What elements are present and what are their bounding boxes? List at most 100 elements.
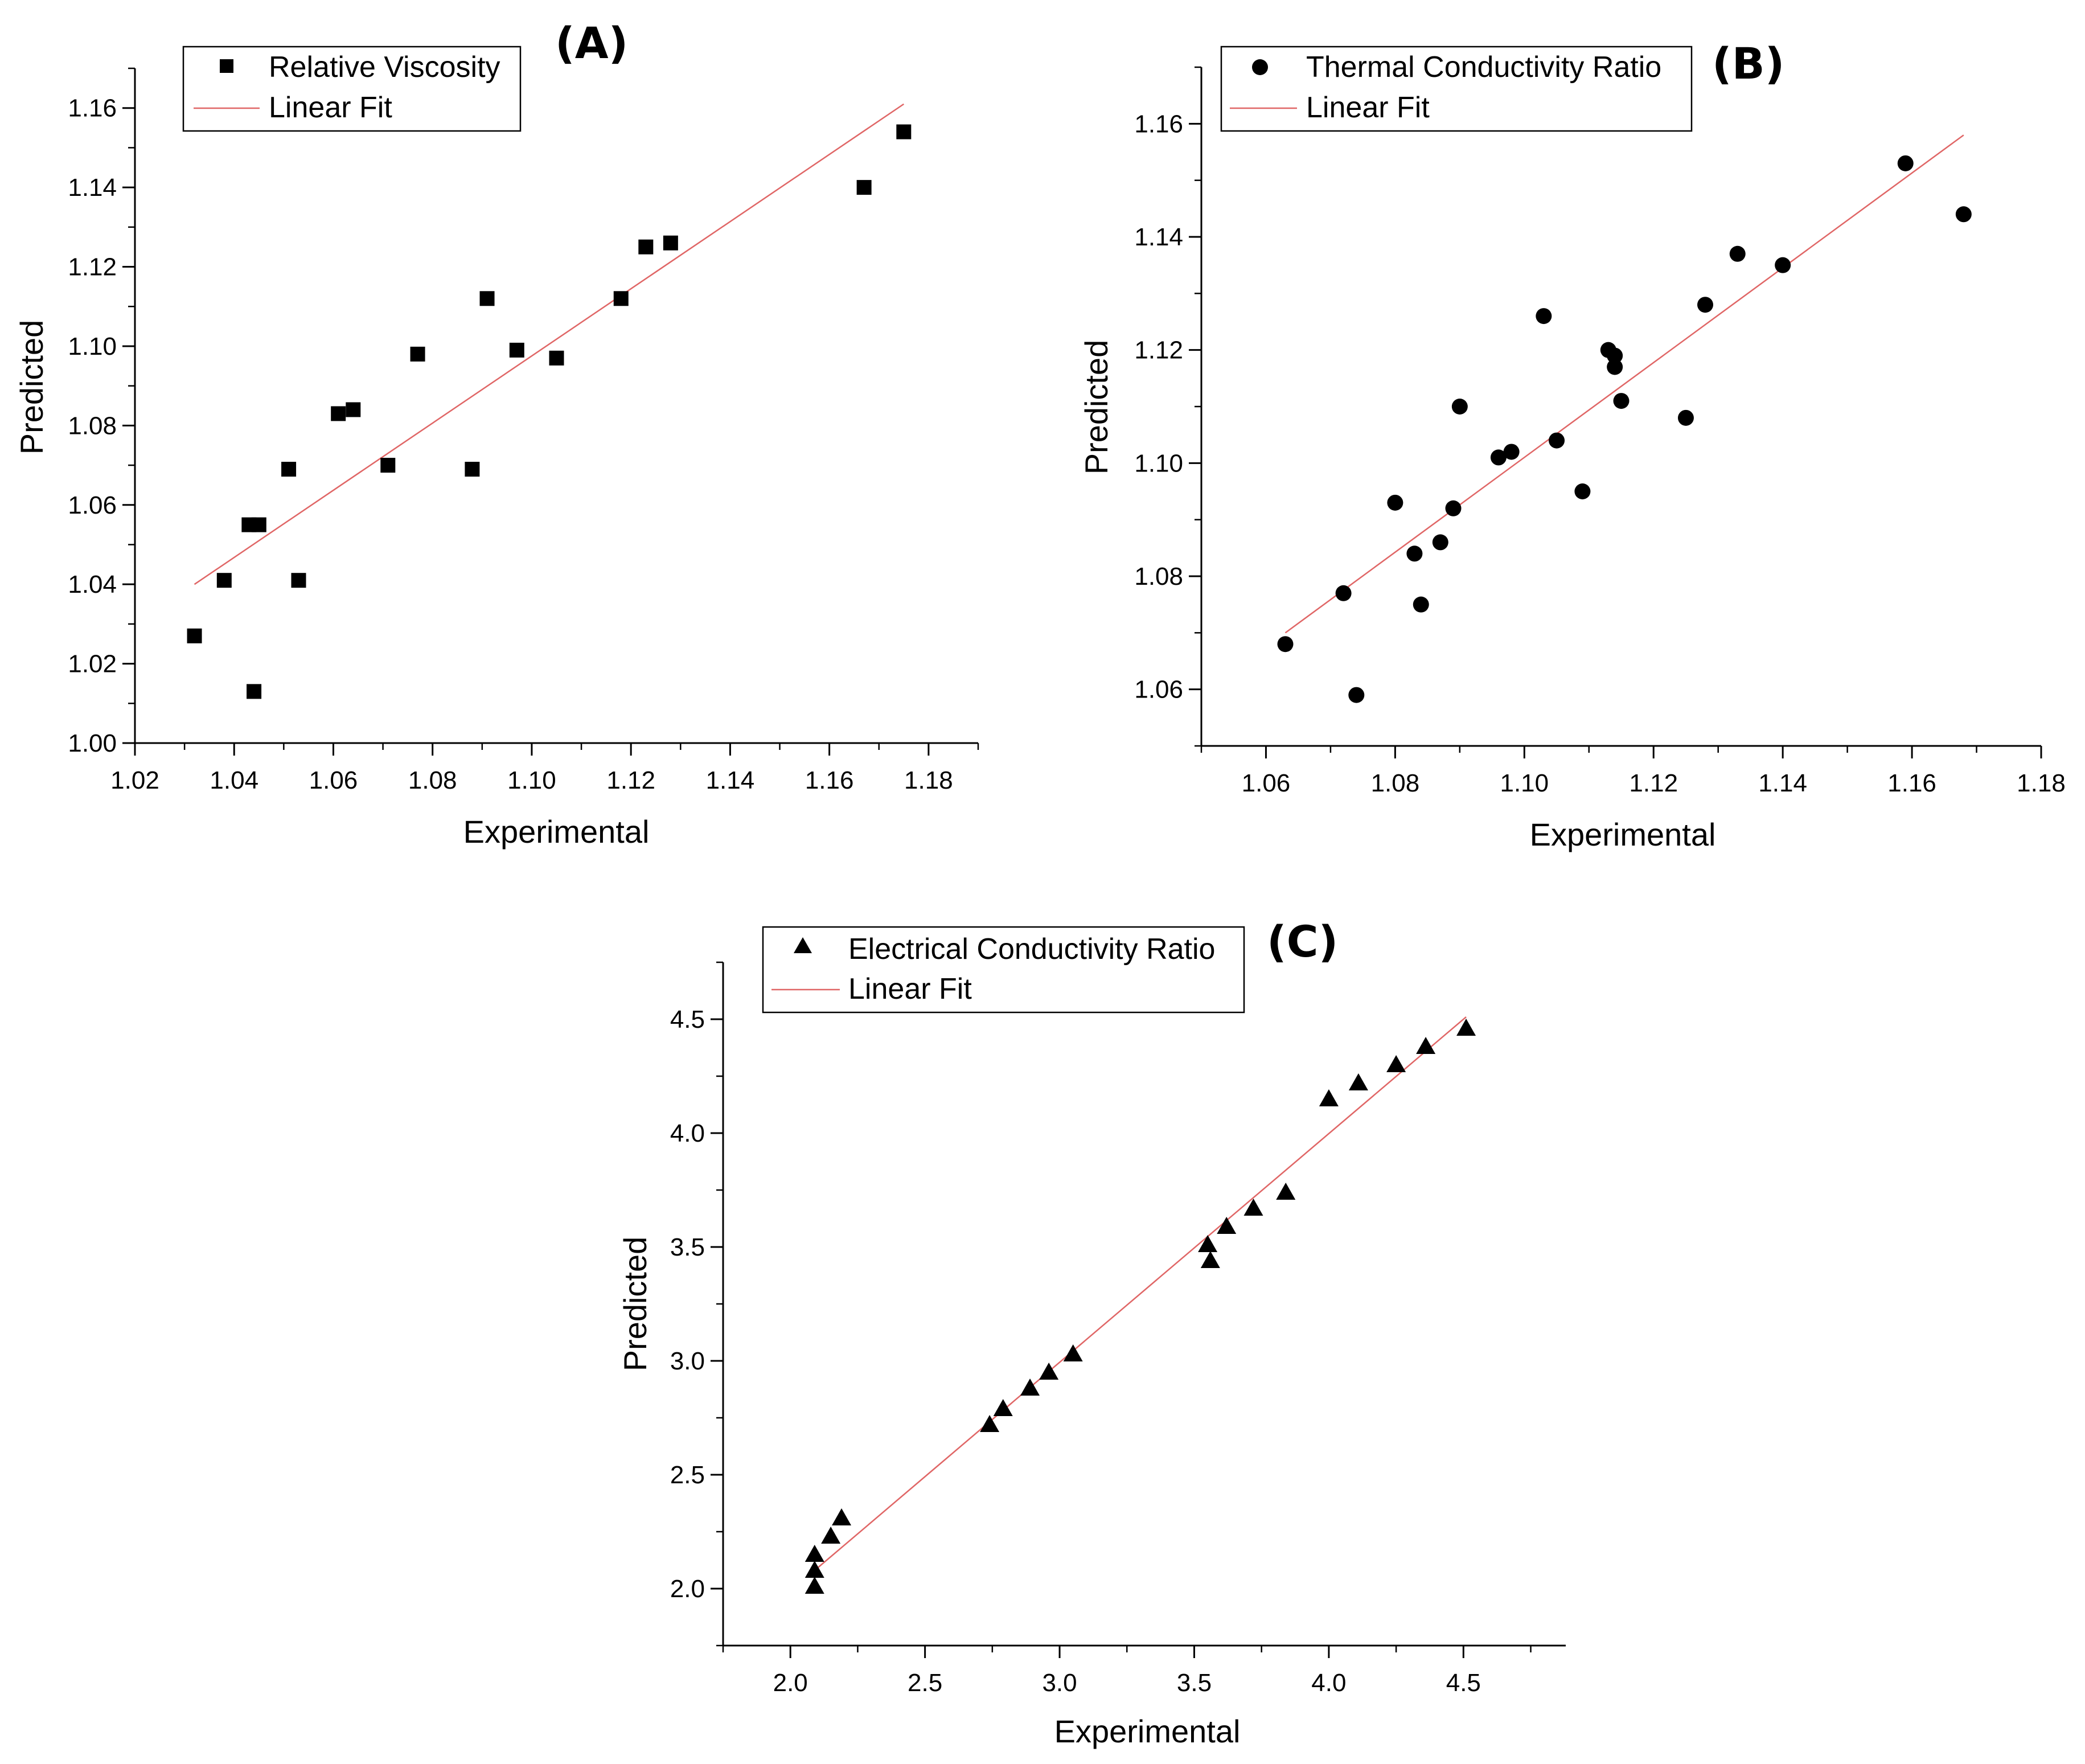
data-point [993, 1399, 1013, 1416]
panel-c-axes [722, 962, 1566, 1647]
y-tick-label: 1.10 [68, 333, 117, 360]
data-point [821, 1527, 841, 1544]
panel-a-points [187, 124, 912, 699]
x-tick-label: 1.06 [1242, 769, 1291, 797]
y-tick-label: 1.12 [68, 253, 117, 281]
data-point [805, 1561, 824, 1578]
data-point [1413, 596, 1429, 613]
panel-c-x-label: Experimental [1054, 1713, 1241, 1749]
panel-b-legend-marker [1252, 59, 1268, 75]
panel-c-legend-frame [762, 926, 1245, 1014]
y-tick-label: 1.06 [1134, 676, 1183, 704]
data-point [1445, 500, 1462, 516]
x-tick-label: 1.16 [1887, 769, 1936, 797]
x-tick-label: 1.14 [1758, 769, 1807, 797]
panel-b-y-label: Predicted [1078, 340, 1114, 475]
y-tick-label: 1.16 [1134, 110, 1183, 138]
panel-a-legend-marker [220, 59, 233, 73]
panel-a-label: (A) [555, 18, 628, 68]
data-point [1456, 1019, 1476, 1036]
panel-b-fit-line [1284, 134, 1964, 634]
panel-c-legend-marker [794, 937, 812, 953]
data-point [1063, 1344, 1083, 1361]
y-tick-label: 1.06 [68, 491, 117, 519]
x-tick-label: 1.08 [408, 766, 457, 794]
data-point [1217, 1217, 1237, 1234]
panel-b-points [1277, 155, 1972, 703]
x-tick-label: 3.5 [1177, 1669, 1212, 1697]
data-point [856, 180, 872, 195]
y-tick-label: 3.5 [670, 1233, 705, 1261]
data-point [346, 402, 361, 417]
y-tick-label: 1.08 [68, 412, 117, 440]
x-tick-label: 1.06 [309, 766, 358, 794]
y-tick-label: 1.10 [1134, 449, 1183, 477]
panel-a-x-ticks: 1.02 1.04 1.06 1.08 1.10 1.12 1.14 1.16 1.18 [110, 743, 979, 794]
data-point [1775, 257, 1791, 273]
data-point [380, 458, 396, 473]
panel-a-axes [134, 68, 978, 744]
data-point [1243, 1199, 1263, 1216]
y-tick-label: 2.0 [670, 1575, 705, 1603]
data-point [549, 350, 564, 366]
panel-c-legend-series: Electrical Conductivity Ratio [848, 933, 1215, 966]
data-point [1503, 444, 1520, 460]
data-point [832, 1508, 852, 1525]
x-tick-label: 1.18 [2017, 769, 2066, 797]
panel-b: 1.06 1.08 1.10 1.12 1.14 1.16 1.18 1.06 1.08 1.1… [1078, 38, 2066, 852]
panel-c-label: (C) [1267, 916, 1338, 967]
data-point [1574, 483, 1591, 499]
panel-c-y-ticks: 2.0 2.5 3.0 3.5 4.0 4.5 [670, 961, 723, 1647]
y-tick-label: 1.02 [68, 650, 117, 678]
panel-a-legend: Relative Viscosity Linear Fit [182, 46, 522, 132]
data-point [1536, 308, 1552, 325]
y-tick-label: 1.16 [68, 95, 117, 122]
data-point [1607, 359, 1623, 375]
y-tick-label: 1.12 [1134, 337, 1183, 364]
data-point [1386, 1055, 1406, 1072]
x-tick-label: 1.18 [904, 766, 953, 794]
data-point [896, 124, 912, 140]
data-point [1451, 399, 1468, 415]
data-point [1406, 545, 1423, 562]
panel-a-x-label: Experimental [463, 814, 650, 850]
panel-a-legend-series: Relative Viscosity [269, 51, 500, 84]
data-point [1490, 449, 1507, 466]
data-point [291, 573, 306, 588]
data-point [1955, 206, 1972, 223]
y-tick-label: 3.0 [670, 1347, 705, 1375]
panel-a-legend-fit: Linear Fit [269, 91, 392, 124]
y-tick-label: 4.5 [670, 1006, 705, 1033]
data-point [1416, 1037, 1436, 1054]
y-tick-label: 1.04 [68, 571, 117, 598]
data-point [1277, 636, 1294, 653]
y-tick-label: 1.08 [1134, 563, 1183, 590]
panel-c-x-ticks: 2.0 2.5 3.0 3.5 4.0 4.5 [722, 1646, 1532, 1697]
data-point [1607, 347, 1623, 364]
x-tick-label: 2.0 [773, 1669, 808, 1697]
panel-c-points [805, 1019, 1476, 1594]
data-point [805, 1577, 824, 1594]
panel-b-legend: Thermal Conductivity Ratio Linear Fit [1220, 46, 1693, 132]
data-point [1897, 155, 1914, 171]
data-point [1020, 1379, 1040, 1396]
data-point [465, 462, 480, 477]
panel-b-x-label: Experimental [1530, 817, 1716, 852]
panel-c: 2.0 2.5 3.0 3.5 4.0 4.5 2.0 2.5 3.0 3.5 4.0 4.5 Ex… [617, 916, 1566, 1749]
data-point [281, 462, 297, 477]
x-tick-label: 4.5 [1446, 1669, 1481, 1697]
x-tick-label: 1.04 [210, 766, 258, 794]
data-point [638, 239, 654, 255]
panel-a: 1.02 1.04 1.06 1.08 1.10 1.12 1.14 1.16 1.18 1.0… [14, 18, 979, 850]
x-tick-label: 1.10 [1500, 769, 1549, 797]
data-point [1335, 585, 1352, 601]
data-point [1039, 1363, 1059, 1380]
data-point [251, 517, 266, 532]
y-tick-label: 1.00 [68, 729, 117, 757]
data-point [1200, 1251, 1220, 1268]
panel-a-fit-line [194, 103, 905, 585]
data-point [663, 235, 678, 251]
x-tick-label: 1.16 [805, 766, 854, 794]
data-point [247, 684, 262, 699]
data-point [1348, 1073, 1368, 1090]
